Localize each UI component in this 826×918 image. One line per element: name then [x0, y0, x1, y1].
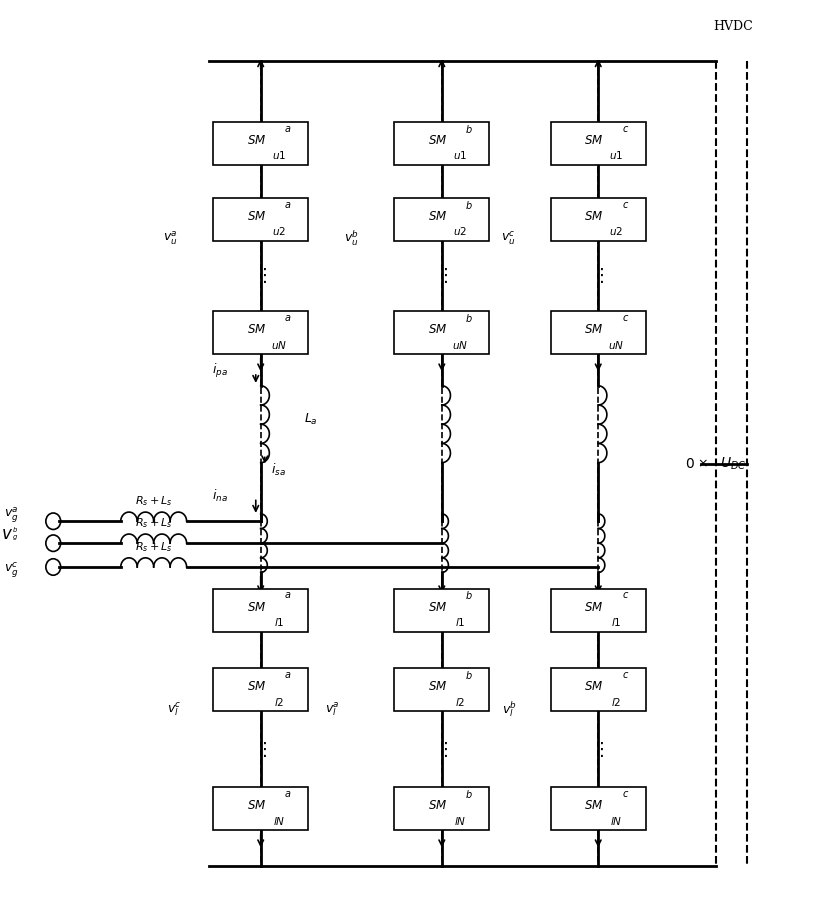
Text: $a$: $a$ [284, 199, 292, 209]
Text: $i_{na}$: $i_{na}$ [211, 487, 227, 504]
Text: $u2$: $u2$ [453, 225, 467, 237]
Text: $c$: $c$ [622, 313, 629, 323]
Text: $a$: $a$ [284, 670, 292, 680]
Text: $\vdots$: $\vdots$ [592, 740, 604, 758]
Text: $SM$: $SM$ [585, 600, 604, 614]
Text: $R_s + L_s$: $R_s + L_s$ [135, 494, 173, 508]
Bar [551, 668, 646, 711]
Text: $a$: $a$ [284, 590, 292, 600]
Text: $v^c_u$: $v^c_u$ [501, 230, 515, 247]
Text: $\times$: $\times$ [697, 457, 708, 470]
Text: $b$: $b$ [465, 312, 472, 324]
Text: $SM$: $SM$ [428, 210, 448, 223]
Text: $uN$: $uN$ [608, 339, 624, 351]
Text: $u2$: $u2$ [272, 225, 286, 237]
Bar [395, 588, 489, 632]
Text: $SM$: $SM$ [428, 680, 448, 693]
Text: $SM$: $SM$ [585, 323, 604, 337]
Text: $0$: $0$ [685, 456, 695, 471]
Text: $c$: $c$ [622, 199, 629, 209]
Text: $SM$: $SM$ [428, 800, 448, 812]
Text: $c$: $c$ [622, 789, 629, 799]
Text: $a$: $a$ [284, 313, 292, 323]
Text: $b$: $b$ [465, 198, 472, 210]
Text: $SM$: $SM$ [247, 800, 266, 812]
Text: $\vdots$: $\vdots$ [254, 266, 267, 285]
Text: $U_{DC}$: $U_{DC}$ [720, 455, 747, 472]
Text: $v^c_l$: $v^c_l$ [167, 700, 181, 718]
Text: $SM$: $SM$ [585, 210, 604, 223]
Text: $b$: $b$ [465, 788, 472, 800]
Text: $lN$: $lN$ [273, 814, 285, 826]
Text: $a$: $a$ [284, 124, 292, 134]
Text: $SM$: $SM$ [247, 600, 266, 614]
Bar [551, 197, 646, 241]
Bar [551, 588, 646, 632]
Text: $u2$: $u2$ [610, 225, 624, 237]
Bar [213, 311, 308, 354]
Text: $l2$: $l2$ [611, 696, 621, 708]
Bar [395, 197, 489, 241]
Bar [551, 311, 646, 354]
Text: $c$: $c$ [622, 670, 629, 680]
Text: $l1$: $l1$ [611, 616, 622, 628]
Bar [213, 668, 308, 711]
Text: $SM$: $SM$ [585, 134, 604, 147]
Text: $\vdots$: $\vdots$ [254, 740, 267, 758]
Text: $SM$: $SM$ [428, 600, 448, 614]
Text: $v^a_u$: $v^a_u$ [164, 230, 178, 247]
Text: $lN$: $lN$ [610, 814, 623, 826]
Text: $SM$: $SM$ [428, 134, 448, 147]
Text: $SM$: $SM$ [247, 680, 266, 693]
Text: $l1$: $l1$ [454, 616, 465, 628]
Text: $SM$: $SM$ [428, 323, 448, 337]
Text: $l2$: $l2$ [273, 696, 284, 708]
Text: $c$: $c$ [622, 124, 629, 134]
Bar [395, 787, 489, 830]
Text: $b$: $b$ [465, 589, 472, 601]
Text: $u1$: $u1$ [453, 149, 467, 162]
Text: $i_{pa}$: $i_{pa}$ [211, 362, 227, 380]
Text: HVDC: HVDC [714, 19, 753, 33]
Text: $uN$: $uN$ [452, 339, 468, 351]
Text: $u1$: $u1$ [272, 149, 286, 162]
Text: $^b_g$: $^b_g$ [12, 525, 18, 543]
Text: $c$: $c$ [622, 590, 629, 600]
Text: $v^c_g$: $v^c_g$ [4, 561, 18, 580]
Bar [213, 588, 308, 632]
Bar [395, 122, 489, 164]
Text: $R_s + L_s$: $R_s + L_s$ [135, 540, 173, 554]
Text: $SM$: $SM$ [247, 323, 266, 337]
Text: $v^a_l$: $v^a_l$ [325, 700, 340, 718]
Text: $l1$: $l1$ [273, 616, 284, 628]
Text: $L_a$: $L_a$ [303, 412, 317, 427]
Text: $\vdots$: $\vdots$ [436, 266, 448, 285]
Text: $u1$: $u1$ [610, 149, 624, 162]
Text: $b$: $b$ [465, 123, 472, 135]
Text: $b$: $b$ [465, 669, 472, 681]
Text: $v^a_g$: $v^a_g$ [4, 506, 19, 525]
Text: $SM$: $SM$ [247, 210, 266, 223]
Bar [395, 311, 489, 354]
Text: $SM$: $SM$ [585, 800, 604, 812]
Bar [395, 668, 489, 711]
Bar [551, 787, 646, 830]
Text: $l2$: $l2$ [455, 696, 465, 708]
Text: $\vdots$: $\vdots$ [436, 740, 448, 758]
Bar [213, 787, 308, 830]
Text: $\vdots$: $\vdots$ [592, 266, 604, 285]
Text: $v$: $v$ [2, 525, 13, 543]
Text: $v^b_l$: $v^b_l$ [502, 700, 517, 719]
Text: $v^b_u$: $v^b_u$ [344, 229, 359, 248]
Text: $SM$: $SM$ [247, 134, 266, 147]
Text: $i_{sa}$: $i_{sa}$ [271, 462, 286, 478]
Bar [213, 122, 308, 164]
Text: $lN$: $lN$ [453, 814, 466, 826]
Bar [551, 122, 646, 164]
Bar [213, 197, 308, 241]
Text: $a$: $a$ [284, 789, 292, 799]
Text: $SM$: $SM$ [585, 680, 604, 693]
Text: $uN$: $uN$ [271, 339, 287, 351]
Text: $R_s + L_s$: $R_s + L_s$ [135, 516, 173, 530]
